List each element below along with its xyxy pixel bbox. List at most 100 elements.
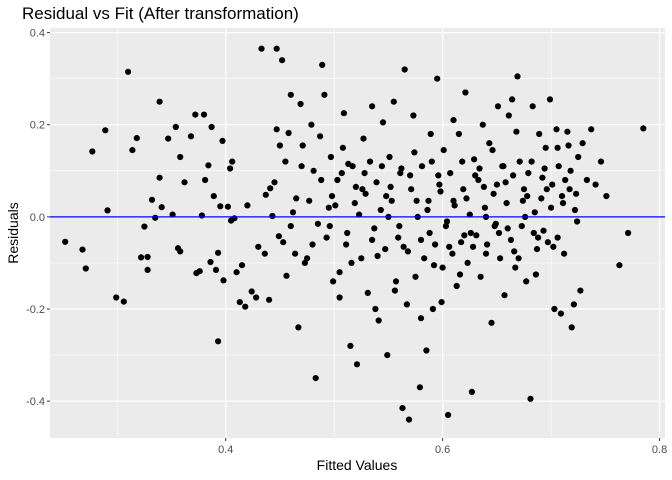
scatter-point — [469, 243, 477, 250]
scatter-point — [583, 176, 591, 184]
scatter-point — [323, 234, 330, 241]
scatter-point — [177, 248, 184, 255]
scatter-point — [565, 142, 572, 149]
scatter-point — [287, 223, 294, 230]
scatter-point — [557, 310, 565, 317]
scatter-point — [366, 158, 374, 165]
scatter-point — [542, 144, 549, 151]
scatter-point — [429, 305, 436, 313]
scatter-point — [577, 287, 584, 294]
plot-panel — [50, 28, 665, 438]
scatter-point — [374, 252, 381, 260]
scatter-point — [287, 91, 294, 98]
scatter-point — [379, 119, 387, 126]
scatter-point — [219, 137, 226, 144]
scatter-point — [425, 197, 432, 204]
scatter-point — [229, 158, 236, 165]
scatter-point — [509, 172, 517, 179]
y-tick-label: -0.4 — [26, 396, 45, 408]
chart-title: Residual vs Fit (After transformation) — [22, 4, 299, 23]
scatter-point — [362, 190, 369, 197]
scatter-point — [504, 225, 511, 232]
scatter-point — [238, 262, 246, 269]
scatter-point — [361, 170, 368, 177]
scatter-point — [468, 388, 475, 395]
scatter-point — [353, 361, 361, 368]
scatter-point — [413, 197, 420, 204]
scatter-point — [215, 249, 222, 256]
scatter-point — [588, 126, 595, 133]
scatter-point — [456, 271, 464, 278]
scatter-point — [445, 411, 452, 419]
scatter-point — [125, 68, 132, 75]
scatter-point — [169, 211, 176, 218]
scatter-point — [416, 384, 423, 391]
scatter-point — [554, 144, 561, 151]
scatter-point — [336, 269, 343, 276]
scatter-point — [544, 239, 552, 246]
y-tick-label: 0.2 — [30, 120, 45, 132]
scatter-point — [224, 203, 231, 210]
scatter-point — [165, 135, 172, 142]
scatter-point — [519, 197, 527, 204]
scatter-point — [358, 255, 365, 262]
scatter-point — [410, 112, 417, 119]
scatter-point — [158, 204, 165, 211]
scatter-point — [464, 259, 471, 266]
scatter-point — [267, 185, 274, 192]
y-axis-title: Residuals — [5, 202, 21, 263]
scatter-point — [378, 163, 385, 170]
scatter-point — [177, 153, 184, 161]
x-tick-label: 0.6 — [435, 444, 450, 456]
scatter-point — [453, 282, 460, 290]
scatter-point — [440, 147, 447, 154]
scatter-point — [312, 375, 319, 382]
scatter-point — [493, 181, 500, 188]
scatter-point — [343, 241, 350, 248]
scatter-point — [327, 153, 334, 161]
scatter-point — [273, 126, 280, 133]
scatter-point — [306, 197, 313, 204]
scatter-point — [559, 200, 567, 207]
scatter-point — [113, 294, 120, 301]
scatter-point — [412, 273, 419, 280]
scatter-point — [501, 292, 508, 299]
scatter-point — [475, 176, 482, 184]
scatter-point — [553, 126, 560, 133]
scatter-point — [548, 204, 555, 211]
scatter-point — [220, 277, 227, 284]
scatter-point — [141, 223, 148, 230]
x-tick-label: 0.4 — [218, 444, 233, 456]
scatter-point — [348, 259, 355, 266]
scatter-point — [529, 103, 536, 110]
scatter-point — [568, 324, 575, 331]
scatter-point — [488, 319, 495, 326]
scatter-point — [401, 66, 408, 73]
scatter-point — [208, 123, 215, 131]
scatter-point — [417, 236, 425, 243]
scatter-point — [524, 193, 531, 200]
scatter-point — [356, 211, 363, 218]
scatter-point — [421, 255, 428, 262]
scatter-point — [328, 193, 336, 200]
scatter-point — [463, 195, 470, 202]
scatter-point — [360, 135, 367, 142]
scatter-point — [282, 158, 289, 165]
scatter-point — [532, 271, 540, 278]
scatter-point — [418, 163, 426, 170]
scatter-point — [539, 174, 546, 181]
scatter-point — [505, 112, 512, 119]
scatter-point — [550, 243, 557, 250]
scatter-point — [484, 241, 491, 248]
scatter-point — [293, 195, 300, 202]
scatter-point — [152, 214, 159, 221]
scatter-point — [377, 206, 384, 214]
scatter-point — [233, 269, 240, 276]
scatter-point — [482, 250, 490, 257]
scatter-point — [369, 236, 376, 243]
scatter-point — [520, 186, 528, 193]
scatter-point — [625, 229, 632, 237]
scatter-point — [549, 181, 556, 188]
scatter-point — [491, 223, 498, 230]
